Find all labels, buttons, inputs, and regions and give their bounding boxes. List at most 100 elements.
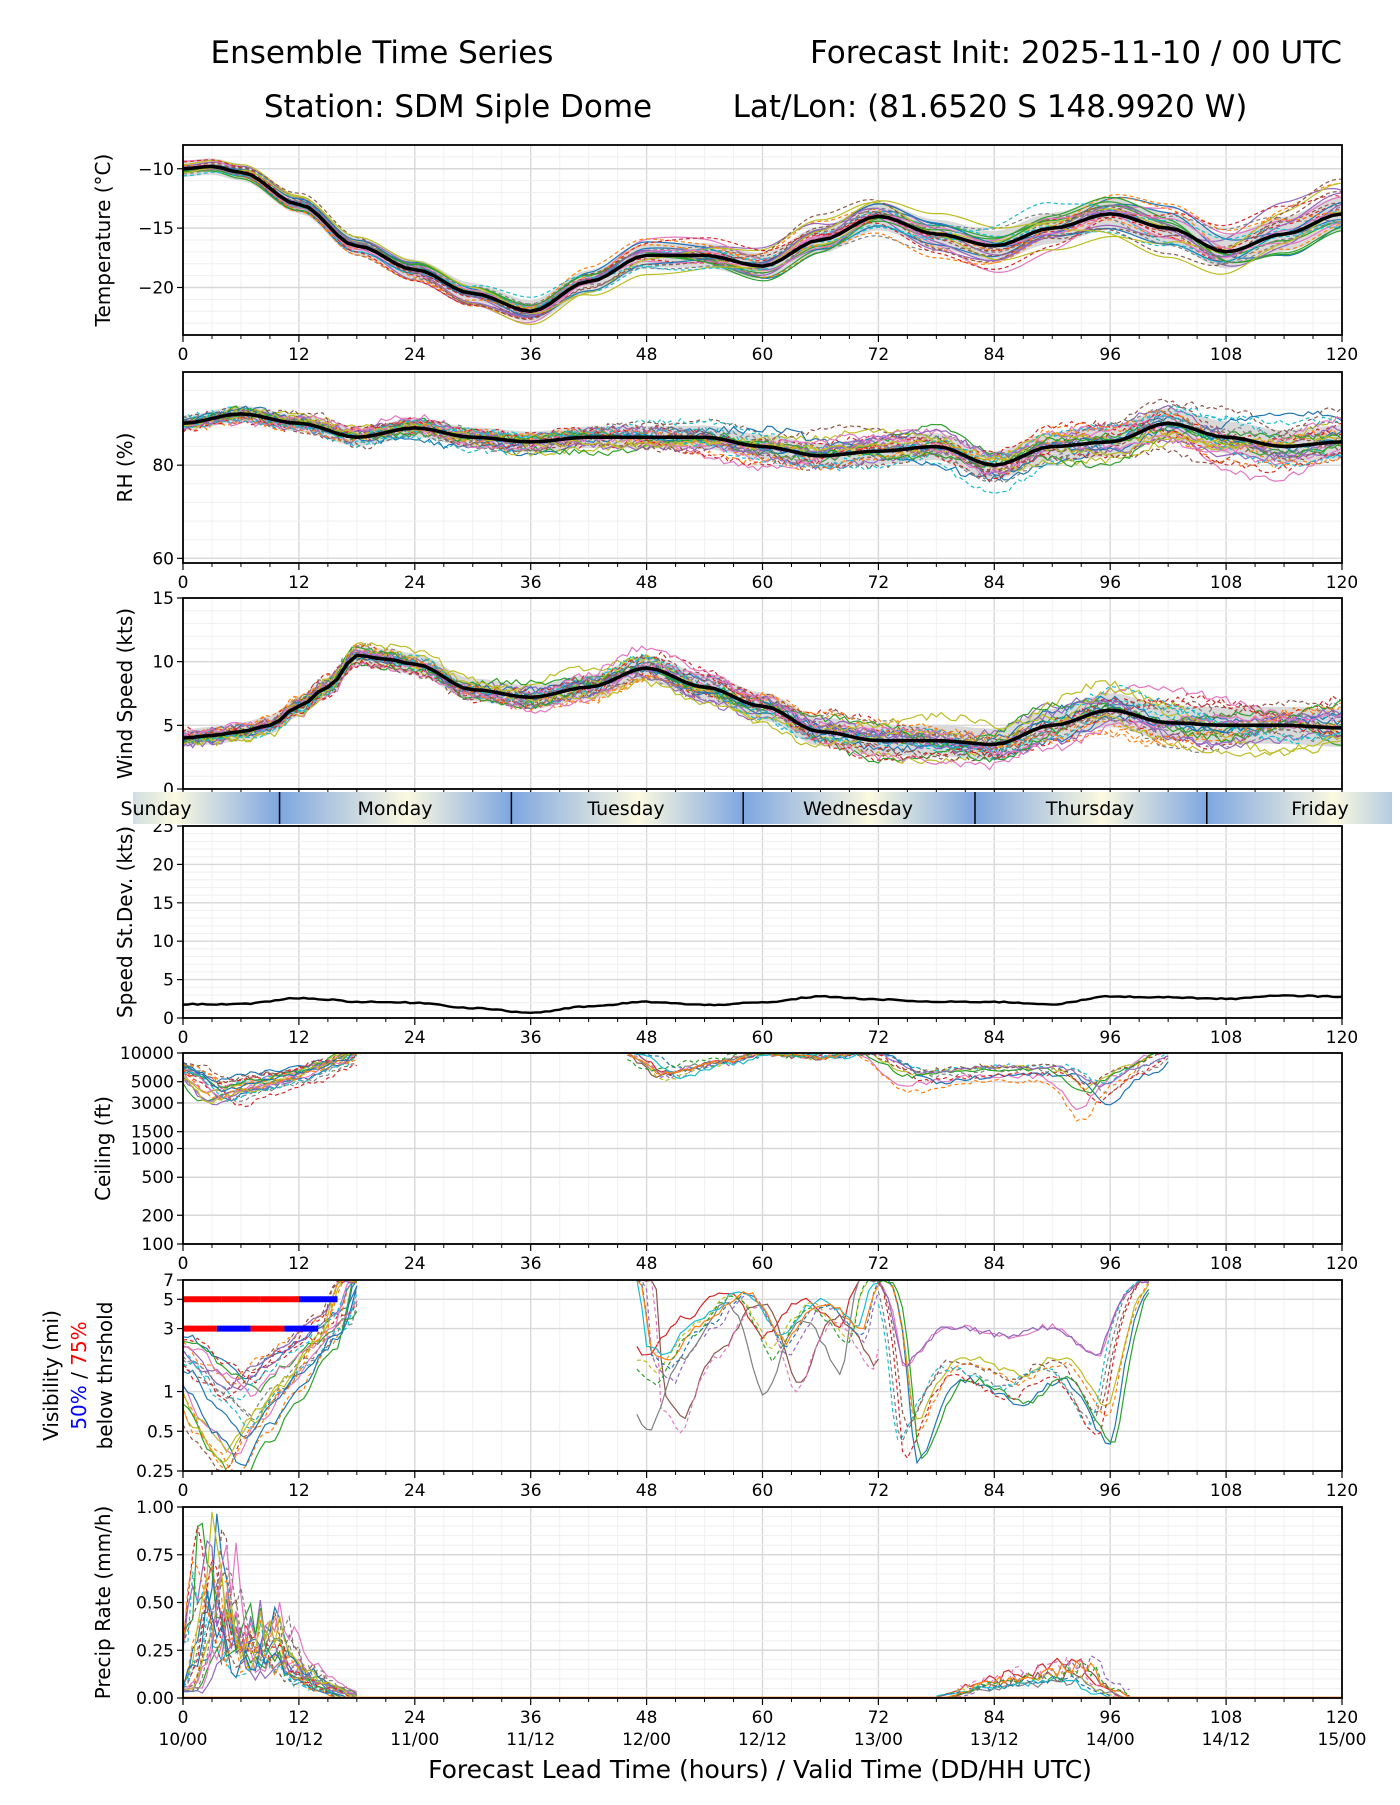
station-label: Station: SDM Siple Dome [264,89,652,125]
ensemble-member-line [858,1053,1169,1084]
ensemble-member-line [183,1560,357,1698]
x-tick-label: 72 [868,573,890,593]
ensemble-member-line [183,657,1342,763]
x-tick-label: 108 [1210,1254,1242,1274]
ensemble-member-line [183,1513,358,1698]
ensemble-member-line [183,1591,357,1698]
x-tick-label: 72 [868,1028,890,1048]
y-axis-label: Precip Rate (mm/h) [91,1506,115,1700]
panel-precip_rate: 0 12 24 36 48 60 72 84 96 108 120 0.00 0.25 0.50 0.75 1… [91,1498,1367,1750]
x-tick-label: 84 [983,1481,1005,1501]
y-tick-label: 0.75 [136,1546,174,1566]
ensemble-member-line [183,1617,357,1698]
x-tick-label: 108 [1210,573,1242,593]
ensemble-member-line [636,1280,879,1361]
day-label: Thursday [1045,798,1134,820]
x-tick-label: 24 [404,345,426,365]
panel-ceiling: 0 12 24 36 48 60 72 84 96 108 120 100 200 500 10001500… [91,1044,1358,1274]
x-tick-label: 96 [1099,573,1121,593]
y-tick-label: 0.25 [136,1641,174,1661]
x-tick-label: 84 [983,1028,1005,1048]
ensemble-member-line [636,1280,879,1374]
x-tick-label: 72 [868,1708,890,1728]
ensemble-member-line [183,1564,357,1698]
ensemble-member-line [636,1280,879,1386]
ensemble-mean-line [182,653,1343,747]
y-tick-label: 15 [152,589,174,609]
ensemble-member-line [183,1285,358,1439]
x-tick-label: 120 [1326,1708,1358,1728]
ensemble-member-line [183,657,1342,753]
x-tick-label: 48 [636,1254,658,1274]
ensemble-member-line [183,407,1342,476]
ensemble-member-line [183,656,1342,762]
vis-75-label: 75% [67,1321,91,1365]
ensemble-member-line [636,1280,879,1434]
x-tick-label: 0 [178,345,189,365]
ensemble-member-line [859,1053,1169,1094]
ensemble-member-line [183,646,1342,750]
day-label: Sunday [120,798,191,820]
y-tick-label: 500 [142,1168,174,1188]
ensemble-member-line [183,165,1342,311]
ensemble-member-line [936,1660,1130,1698]
y-tick-label: 15 [152,894,174,914]
x-tick-label: 48 [636,1481,658,1501]
x-axis-label: Forecast Lead Time (hours) / Valid Time … [428,1755,1092,1784]
ensemble-member-line [877,1280,1149,1428]
ensemble-member-line [877,1280,1150,1441]
ensemble-member-line [183,1300,358,1398]
x-tick-label: 36 [520,1481,542,1501]
day-band [511,792,744,824]
y-tick-label: 10 [152,932,174,952]
ensemble-member-line [859,1053,1169,1106]
ensemble-mean-line [182,164,1343,314]
day-band [133,792,280,824]
valid-time-label: 15/00 [1318,1730,1367,1750]
ensemble-member-line [877,1280,1150,1367]
x-tick-label: 60 [752,1254,774,1274]
x-tick-label: 60 [752,1028,774,1048]
y-tick-label: 100 [142,1235,174,1255]
ensemble-member-line [183,1527,358,1696]
ensemble-member-line [183,651,1342,761]
y-axis-label: RH (%) [113,433,137,503]
x-tick-label: 48 [636,1028,658,1048]
y-tick-label: −20 [138,279,174,299]
ensemble-member-line [183,656,1342,748]
x-tick-label: 84 [983,1708,1005,1728]
y-tick-label: 60 [152,549,174,569]
ensemble-member-line [878,1280,1150,1465]
y-tick-label: 5 [163,716,174,736]
ensemble-member-line [183,1053,357,1083]
ensemble-member-line [183,164,1342,314]
x-tick-label: 60 [752,1481,774,1501]
day-band [743,792,975,824]
x-tick-label: 36 [520,1028,542,1048]
day-strip: Sunday Monday Tuesday Wednesday Thursday Frid… [120,792,1392,824]
valid-time-label: 11/12 [506,1730,555,1750]
x-tick-label: 120 [1326,573,1358,593]
ensemble-member-line [183,653,1342,755]
ensemble-member-line [183,415,1342,469]
y-tick-label: 1.00 [136,1498,174,1518]
day-label: Wednesday [803,798,913,820]
valid-time-label: 12/00 [622,1730,671,1750]
x-tick-label: 84 [983,573,1005,593]
ensemble-member-line [183,1280,358,1471]
y-tick-label: 3000 [131,1094,174,1114]
y-tick-label: 10000 [120,1044,174,1064]
ensemble-member-line [183,1280,357,1471]
ensemble-member-line [183,1053,358,1100]
ensemble-member-line [183,408,1342,480]
y-tick-label: 1 [163,1383,174,1403]
y-tick-label: 1500 [131,1123,174,1143]
x-tick-label: 12 [288,1028,310,1048]
ensemble-member-line [636,1280,879,1420]
ensemble-member-line [183,643,1342,749]
y-tick-label: 0.25 [136,1462,174,1482]
x-tick-label: 48 [636,573,658,593]
ensemble-member-line [877,1280,1150,1444]
day-band [279,792,512,824]
